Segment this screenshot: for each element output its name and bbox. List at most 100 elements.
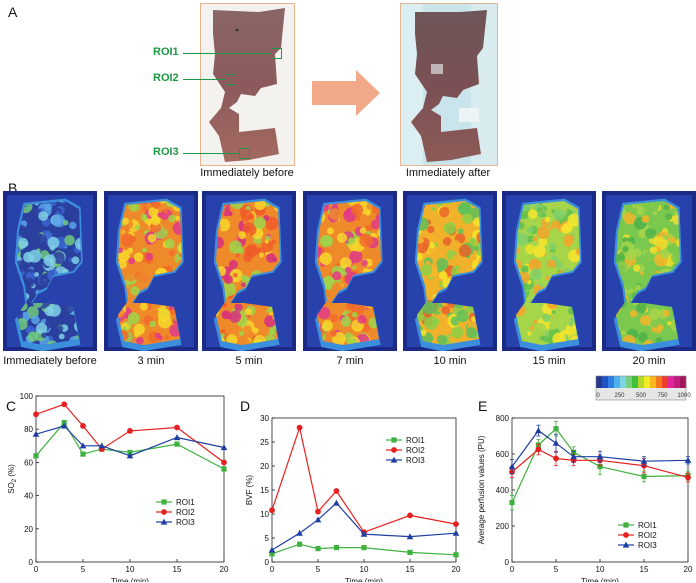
series-roi3 — [508, 424, 692, 475]
scale-swatch-6 — [626, 376, 633, 388]
data-point-roi1-t15 — [174, 441, 180, 447]
data-point-roi3-t10 — [596, 453, 604, 460]
time-label-7: 20 min — [632, 355, 666, 367]
y-axis-label: BVF (%) — [245, 475, 254, 506]
legend-marker-roi3 — [160, 518, 168, 525]
data-point-roi1-t20 — [221, 466, 227, 472]
x-tick-label: 15 — [406, 565, 415, 574]
time-label-3: 5 min — [235, 355, 263, 367]
legend-marker-roi2 — [623, 532, 629, 538]
perfusion-image-3 — [202, 191, 296, 351]
time-label-6: 15 min — [532, 355, 566, 367]
scale-swatch-15 — [680, 376, 687, 388]
series-line-roi2 — [271, 425, 457, 533]
time-label-4: 7 min — [336, 355, 364, 367]
panel-b-letter: B — [8, 180, 18, 196]
scale-border — [595, 375, 687, 401]
x-tick-label: 10 — [126, 565, 135, 574]
legend-label-roi3: ROI3 — [406, 456, 425, 465]
data-point-roi2-t15 — [407, 512, 413, 519]
chart-so2: 0 5 10 15 20 0 20 40 60 80 100 Time (min) SO2 (%) ROI… — [7, 392, 229, 582]
data-point-roi3-t0 — [268, 546, 276, 553]
data-point-roi2-t20 — [685, 474, 691, 481]
x-axis-label: Time (min) — [111, 577, 149, 582]
y-tick-label: 5 — [265, 534, 270, 543]
x-tick-label: 20 — [220, 565, 229, 574]
y-tick-label: 600 — [496, 450, 510, 459]
x-tick-label: 20 — [452, 565, 461, 574]
legend-marker-roi3 — [622, 541, 630, 548]
perfusion-image-6 — [502, 191, 596, 351]
y-tick-label: 0 — [29, 558, 34, 567]
legend-marker-roi1 — [623, 522, 629, 528]
chart-bvf: 0 5 10 15 20 0 5 10 15 20 25 30 Time (min) BVF (%) ROI… — [245, 414, 461, 582]
scale-swatch-5 — [620, 376, 627, 388]
scale-tick-label-1: 0 — [596, 393, 600, 399]
y-tick-label: 25 — [260, 438, 269, 447]
series-roi2 — [269, 424, 459, 536]
data-point-roi1-t10 — [361, 545, 367, 551]
scale-swatch-14 — [674, 376, 681, 388]
series-roi3 — [268, 499, 460, 553]
roi2-label: ROI2 — [153, 72, 179, 84]
y-tick-label: 100 — [20, 392, 34, 401]
y-tick-label: 80 — [24, 425, 33, 434]
scale-swatch-9 — [644, 376, 651, 388]
legend-label-roi2: ROI2 — [406, 446, 425, 455]
data-point-roi3-t0 — [32, 430, 40, 437]
time-label-5: 10 min — [433, 355, 467, 367]
panel-a-letter: A — [8, 4, 18, 20]
scale-tick-label-2: 250 — [614, 393, 625, 399]
legend-label-roi3: ROI3 — [176, 518, 195, 527]
scale-swatch-4 — [614, 376, 621, 388]
data-point-roi2-t3 — [296, 424, 303, 431]
data-point-roi3-t15 — [406, 533, 414, 540]
data-point-roi3-t15 — [173, 434, 181, 441]
legend-marker-roi1 — [391, 437, 397, 443]
panel-d-letter: D — [240, 398, 251, 414]
x-tick-label: 5 — [81, 565, 86, 574]
data-point-roi1-t5 — [80, 451, 86, 457]
data-point-roi3-t0 — [508, 463, 516, 470]
legend-label-roi3: ROI3 — [638, 541, 657, 550]
data-point-roi1-t20 — [453, 552, 459, 558]
series-roi2 — [33, 401, 227, 466]
legend-label-roi1: ROI1 — [638, 521, 657, 530]
data-point-roi2-t20 — [453, 521, 459, 527]
roi3-pointer-line — [183, 153, 239, 154]
data-point-roi3-t3 — [296, 529, 303, 536]
scale-swatch-7 — [632, 376, 639, 388]
time-label-2: 3 min — [137, 355, 165, 367]
y-tick-label: 0 — [265, 558, 270, 567]
data-point-roi3-t20 — [684, 456, 692, 463]
data-point-roi2-t10 — [127, 428, 133, 434]
x-axis-label: Time (min) — [345, 577, 383, 582]
y-tick-label: 60 — [24, 458, 33, 467]
data-point-roi1-t15 — [407, 549, 413, 555]
x-tick-label: 15 — [640, 565, 649, 574]
legend-label-roi2: ROI2 — [176, 508, 195, 517]
data-point-roi1-t5 — [553, 426, 559, 432]
data-point-roi2-t15 — [174, 424, 180, 431]
perfusion-image-7 — [602, 191, 696, 351]
data-point-roi1-t10 — [127, 449, 133, 455]
x-tick-label: 10 — [596, 565, 605, 574]
scale-tick-label-3: 500 — [636, 393, 647, 399]
scale-swatch-10 — [650, 376, 657, 388]
roi2-pointer-line — [183, 79, 225, 80]
y-tick-label: 400 — [496, 486, 510, 495]
photo-before — [200, 3, 295, 166]
data-point-roi3-t7 — [570, 453, 577, 460]
roi3-marker — [239, 148, 250, 159]
y-tick-label: 20 — [24, 525, 33, 534]
roi3-label: ROI3 — [153, 146, 179, 158]
y-tick-label: 10 — [260, 510, 269, 519]
data-point-roi1-t15 — [641, 473, 647, 480]
y-tick-label: 40 — [24, 492, 33, 501]
legend-marker-roi2 — [161, 509, 167, 515]
legend-marker-roi3 — [390, 456, 398, 463]
legend-marker-roi1 — [161, 499, 167, 505]
caption-before: Immediately before — [200, 167, 294, 179]
scale-tick-label-4: 750 — [657, 393, 668, 399]
scale-tick-band — [596, 388, 686, 400]
